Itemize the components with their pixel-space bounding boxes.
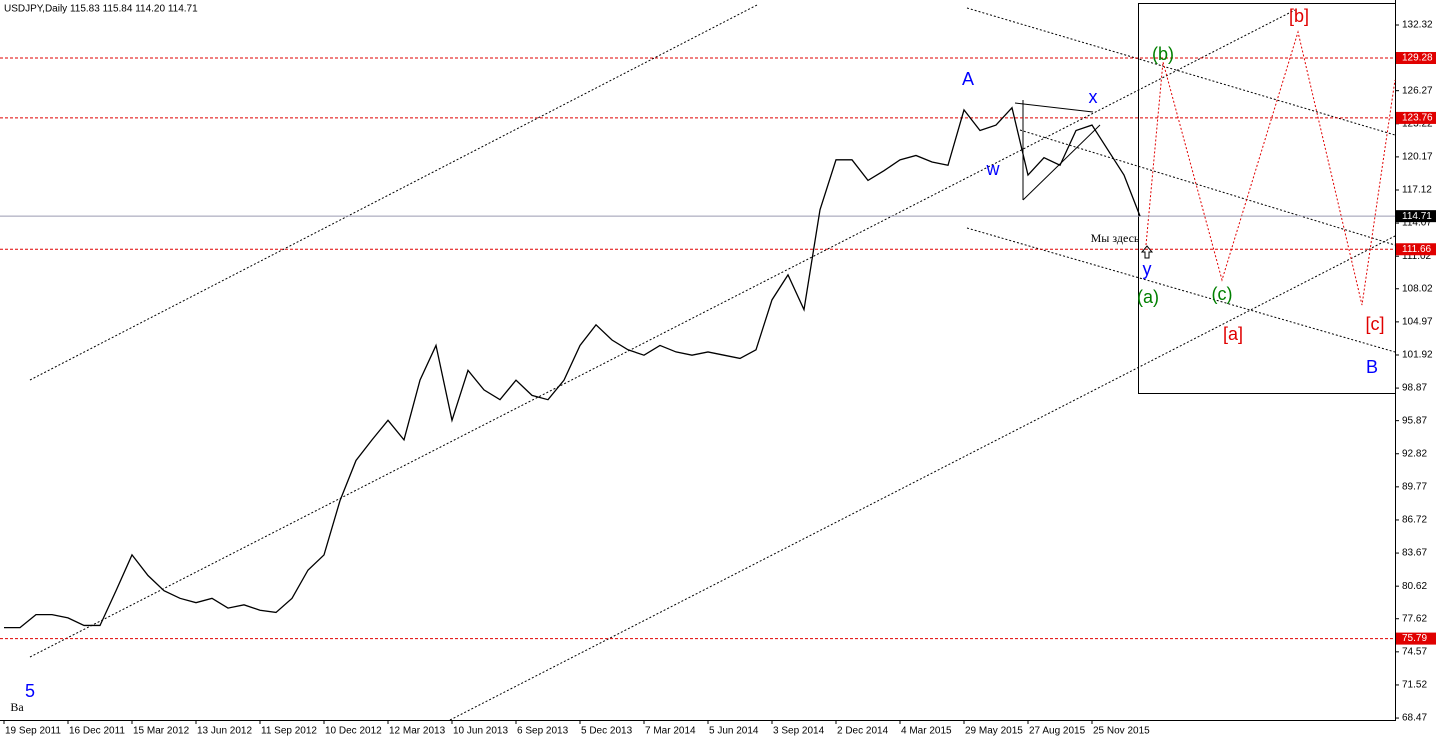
- trendline: [966, 7, 1396, 136]
- y-tick-label: 126.27: [1402, 85, 1433, 96]
- y-tick-label: 123.22: [1402, 118, 1433, 129]
- forecast-box: [1138, 3, 1396, 394]
- trendline: [1019, 129, 1396, 246]
- y-tick-label: 89.77: [1402, 481, 1427, 492]
- level-label: 129.28: [1402, 53, 1433, 64]
- y-tick-label: 104.97: [1402, 317, 1433, 328]
- x-tick-label: 19 Sep 2011: [5, 726, 61, 737]
- level-label: 114.71: [1402, 211, 1432, 222]
- x-tick-label: 13 Jun 2012: [197, 726, 252, 737]
- x-tick-label: 11 Sep 2012: [261, 726, 317, 737]
- x-tick-label: 7 Mar 2014: [645, 726, 696, 737]
- wave-label: w: [986, 159, 1001, 179]
- x-tick-label: 10 Jun 2013: [453, 726, 508, 737]
- wave-label: B: [1366, 357, 1378, 377]
- price-line: [4, 106, 1141, 629]
- level-label: 111.66: [1402, 244, 1432, 255]
- level-label-box: [1396, 632, 1436, 645]
- trendline: [29, 9, 1296, 658]
- level-label-box: [1396, 52, 1436, 65]
- wave-label: [c]: [1365, 314, 1384, 334]
- x-tick-label: 12 Mar 2013: [389, 726, 446, 737]
- level-label-box: [1396, 111, 1436, 124]
- x-tick-label: 5 Dec 2013: [581, 726, 633, 737]
- y-tick-label: 108.02: [1402, 283, 1433, 294]
- y-tick-label: 83.67: [1402, 548, 1427, 559]
- x-tick-label: 2 Dec 2014: [837, 726, 889, 737]
- chart-title: USDJPY,Daily 115.83 115.84 114.20 114.71: [4, 4, 198, 15]
- x-tick-label: 15 Mar 2012: [133, 726, 190, 737]
- wave-label: [a]: [1223, 324, 1243, 344]
- wave-label: A: [962, 69, 974, 89]
- y-tick-label: 68.47: [1402, 713, 1427, 724]
- x-tick-label: 10 Dec 2012: [325, 726, 382, 737]
- level-label-box: [1396, 210, 1436, 223]
- y-tick-label: 101.92: [1402, 350, 1433, 361]
- y-tick-label: 95.87: [1402, 415, 1427, 426]
- x-tick-label: 6 Sep 2013: [517, 726, 569, 737]
- level-label: 75.79: [1402, 633, 1427, 644]
- x-tick-label: 29 May 2015: [965, 726, 1023, 737]
- level-label: 123.76: [1402, 113, 1433, 124]
- wave-label: [b]: [1289, 6, 1309, 26]
- wave-label: 5: [25, 681, 35, 701]
- x-tick-label: 16 Dec 2011: [69, 726, 125, 737]
- x-tick-label: 5 Jun 2014: [709, 726, 759, 737]
- wave-label: (b): [1152, 44, 1174, 64]
- y-tick-label: 74.57: [1402, 646, 1427, 657]
- y-tick-label: 71.52: [1402, 680, 1427, 691]
- y-tick-label: 80.62: [1402, 581, 1427, 592]
- y-tick-label: 114.07: [1402, 218, 1432, 229]
- wave-label: Мы здесь: [1091, 231, 1140, 245]
- trendline: [29, 4, 758, 381]
- y-tick-label: 86.72: [1402, 515, 1427, 526]
- trendline: [449, 235, 1396, 721]
- level-label-box: [1396, 243, 1436, 256]
- wave-label: y: [1143, 259, 1152, 279]
- y-tick-label: 117.12: [1402, 185, 1432, 196]
- y-tick-label: 92.82: [1402, 448, 1427, 459]
- y-tick-label: 120.17: [1402, 152, 1433, 163]
- arrow-icon: [1140, 245, 1154, 259]
- x-tick-label: 27 Aug 2015: [1029, 726, 1086, 737]
- x-tick-label: 3 Sep 2014: [773, 726, 825, 737]
- y-tick-label: 77.62: [1402, 613, 1427, 624]
- wave-label: (c): [1212, 284, 1233, 304]
- wave-label: x: [1089, 87, 1098, 107]
- forecast-path: [1145, 30, 1396, 306]
- x-tick-label: 4 Mar 2015: [901, 726, 952, 737]
- trendlines: [29, 4, 1396, 721]
- y-tick-label: 98.87: [1402, 383, 1427, 394]
- triangle-line: [1014, 102, 1094, 113]
- y-tick-label: 132.32: [1402, 20, 1433, 31]
- wave-label: (a): [1137, 287, 1159, 307]
- wave-label: Ba: [10, 700, 24, 714]
- y-tick-label: 111.02: [1402, 251, 1432, 262]
- x-tick-label: 25 Nov 2015: [1093, 726, 1150, 737]
